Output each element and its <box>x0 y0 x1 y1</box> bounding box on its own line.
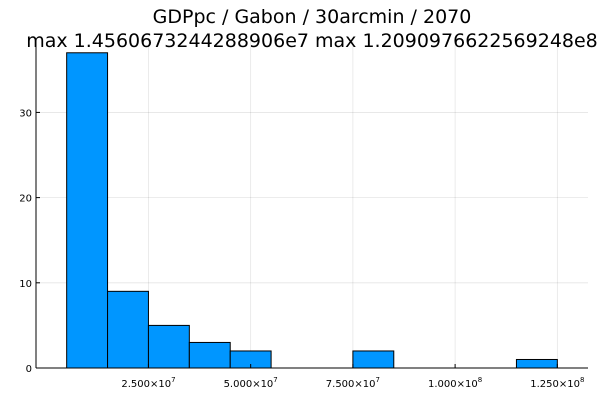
grid-lines <box>36 40 588 369</box>
y-tick-label: 10 <box>19 279 32 290</box>
histogram-bar <box>107 290 149 369</box>
y-axis-ticks: 0 10 20 30 <box>19 108 40 375</box>
x-tick-label: 5.000×107 <box>224 376 278 390</box>
chart-title-line1: GDPpc / Gabon / 30arcmin / 2070 <box>153 6 472 28</box>
histogram-bar <box>147 324 190 369</box>
x-tick-label: 1.000×108 <box>428 376 482 390</box>
axes <box>35 40 588 369</box>
y-tick-label: 20 <box>19 194 32 205</box>
histogram-bar <box>66 52 109 369</box>
histogram-bar <box>352 350 395 369</box>
histogram-bar <box>188 341 231 369</box>
x-tick-label: 1.250×108 <box>530 376 584 390</box>
chart-title-line2: max 1.4560673244288906e7 max 1.209097662… <box>26 30 598 52</box>
histogram-bars <box>66 52 558 369</box>
x-tick-label: 7.500×107 <box>326 376 380 390</box>
y-tick-label: 0 <box>26 364 32 375</box>
y-tick-label: 30 <box>19 108 32 119</box>
x-tick-label: 2.500×107 <box>121 376 175 390</box>
x-axis-ticks: 2.500×107 5.000×107 7.500×107 1.000×108 1.25… <box>121 364 584 390</box>
histogram-bar <box>515 358 558 369</box>
